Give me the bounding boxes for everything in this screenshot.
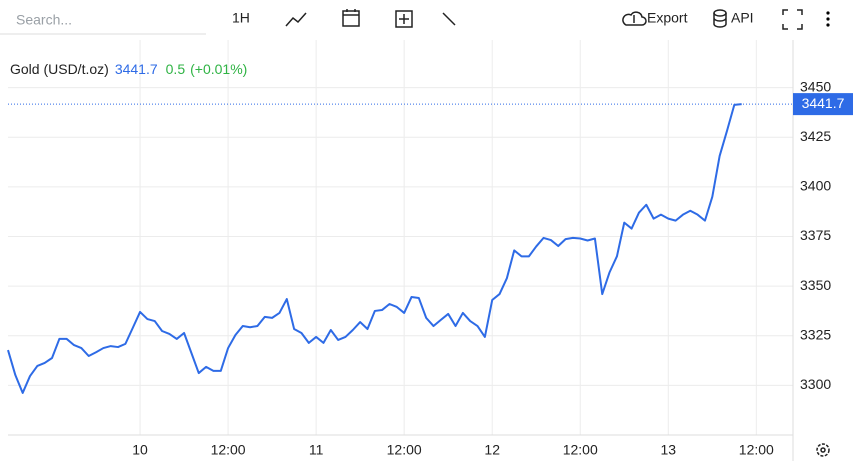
x-tick-label: 12:00 (563, 442, 598, 458)
x-tick-label: 13 (660, 442, 676, 458)
chart-type-icon[interactable] (285, 12, 307, 27)
api-label[interactable]: API (731, 10, 754, 26)
x-tick-label: 12:00 (739, 442, 774, 458)
search-box[interactable]: Search... (16, 12, 72, 28)
price-tag-label: 3441.7 (802, 95, 845, 111)
tools-icon[interactable] (442, 12, 456, 26)
x-tick-label: 12:00 (211, 442, 246, 458)
calendar-icon[interactable] (342, 9, 360, 27)
compare-icon[interactable] (395, 10, 413, 28)
y-tick-label: 3325 (800, 326, 831, 342)
change-percent: (+0.01%) (190, 61, 247, 77)
x-tick-label: 11 (309, 442, 324, 458)
chart-header: Gold (USD/t.oz) 3441.7 0.5 (+0.01%) (10, 61, 247, 77)
y-tick-label: 3450 (800, 78, 831, 94)
y-tick-label: 3400 (800, 178, 831, 194)
y-tick-label: 3350 (800, 277, 831, 293)
last-value: 3441.7 (115, 61, 158, 77)
settings-icon[interactable] (816, 443, 830, 457)
y-tick-label: 3300 (800, 376, 831, 392)
fullscreen-icon[interactable] (782, 9, 803, 30)
menu-icon[interactable] (826, 11, 830, 27)
x-tick-label: 12:00 (387, 442, 422, 458)
change: 0.5 (166, 61, 186, 77)
interval-button[interactable]: 1H (232, 10, 250, 26)
export-button[interactable]: Export (622, 10, 688, 26)
grid (8, 40, 793, 435)
api-button[interactable]: API (713, 9, 754, 28)
price-line (7, 103, 742, 394)
y-tick-label: 3375 (800, 227, 831, 243)
price-tag (793, 93, 853, 116)
export-label[interactable]: Export (647, 10, 688, 26)
x-tick-label: 10 (132, 442, 148, 458)
x-tick-label: 12 (484, 442, 500, 458)
chart-title: Gold (USD/t.oz) (10, 61, 109, 77)
toolbar: Search... 1H Export API (0, 9, 830, 35)
y-tick-label: 3425 (800, 128, 831, 144)
